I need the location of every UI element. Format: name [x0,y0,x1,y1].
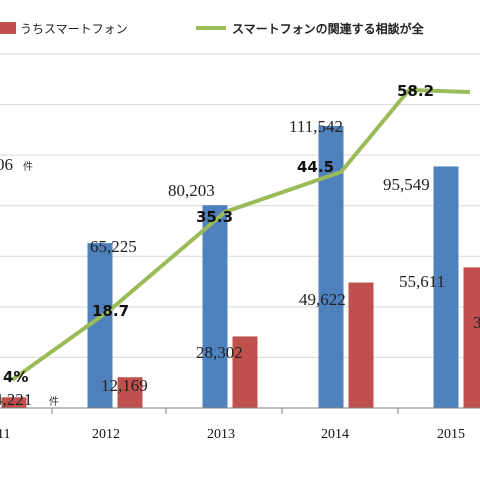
bar-labels: 06 件 4,221 件 65,225 12,169 80,203 28,302 111,542… [0,117,480,409]
line-label-2013: 35.3 [196,208,233,226]
bars [1,125,480,409]
legend-swatch-smartphone [0,22,16,34]
bar-smartphone-2014 [348,282,374,408]
bar-label-total-2012: 65,225 [90,237,137,256]
legend-label-share: スマートフォンの関連する相談が全 [232,21,425,36]
bar-total-2015 [433,166,459,408]
bar-label-smartphone-2016: 3 [473,313,480,332]
gridlines [0,53,480,358]
x-tick-2011: 2011 [0,427,10,442]
x-tick-2012: 2012 [92,427,120,442]
legend: うちスマートフォン スマートフォンの関連する相談が全 [0,21,425,36]
line-label-2011: 4% [3,368,28,386]
x-axis: 201120122013201420152016 [0,407,480,442]
bar-label-total-2015: 95,549 [383,175,430,194]
bar-label-total-2013: 80,203 [168,181,215,200]
line-label-2012: 18.7 [92,302,129,320]
bar-label-smartphone-2012: 12,169 [101,376,148,395]
bar-label-unit: 件 [49,396,59,408]
line-series [10,88,471,382]
bar-total-2013 [202,205,228,408]
bar-label-smartphone-2013: 28,302 [196,343,243,362]
line-labels: 4% 18.7 35.3 44.5 58.2 [3,82,434,386]
bar-smartphone-2013 [232,336,258,408]
line-label-2014: 44.5 [297,158,334,176]
bar-smartphone-2011 [1,397,27,408]
bar-label-smartphone-2014: 49,622 [299,290,346,309]
bar-smartphone-2012 [117,377,143,408]
bar-label-total-2011: 06 [0,155,13,174]
x-tick-2014: 2014 [321,427,349,442]
x-tick-2015: 2015 [437,427,465,442]
bar-label-unit: 件 [23,161,33,173]
legend-label-smartphone: うちスマートフォン [20,22,128,36]
bar-smartphone-2015 [463,267,480,408]
line-smartphone-share [10,88,471,382]
bar-label-total-2014: 111,542 [289,117,343,136]
bar-label-smartphone-2011: 4,221 [0,390,32,409]
line-label-2015: 58.2 [397,82,434,100]
x-tick-2013: 2013 [207,427,235,442]
bar-label-smartphone-2015: 55,611 [399,272,445,291]
